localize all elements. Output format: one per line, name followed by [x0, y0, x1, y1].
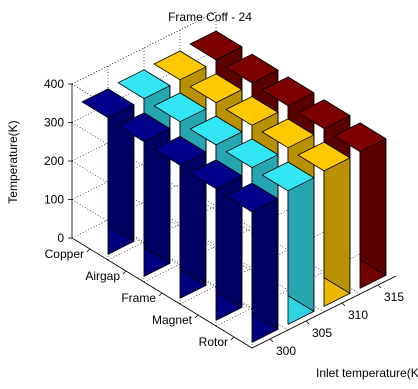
bar-top-face	[225, 138, 279, 169]
bar-300-copper	[81, 88, 135, 255]
bar-310-rotor	[297, 141, 351, 307]
x-tick-label: 305	[312, 326, 332, 340]
y-tick	[194, 314, 199, 319]
bar-top-face	[297, 141, 351, 172]
x-tick	[269, 338, 274, 343]
bar-top-face	[81, 88, 135, 119]
x-axis-line	[251, 275, 397, 349]
x-tick	[341, 302, 346, 307]
z-axis-label: Temperature(K)	[6, 120, 20, 203]
bar-top-face	[153, 135, 207, 166]
z-tick-label: 300	[44, 116, 64, 130]
x-tick	[305, 320, 310, 325]
y-tick-label: Frame	[121, 291, 156, 305]
bar-top-face	[189, 159, 243, 190]
y-tick	[86, 248, 91, 253]
z-tick-label: 0	[57, 231, 64, 245]
bar-top-face	[261, 118, 315, 149]
z-tick-label: 400	[44, 77, 64, 91]
x-axis-label: Inlet temperature(K)	[316, 366, 418, 380]
bar-top-face	[153, 50, 207, 81]
bar-top-face	[225, 182, 279, 213]
bar-top-face	[225, 96, 279, 126]
bar-top-face	[189, 73, 243, 103]
bar-top-face	[297, 99, 351, 130]
x-tick-label: 300	[276, 344, 296, 358]
y-tick	[122, 270, 127, 275]
y-tick	[230, 336, 235, 341]
z-tick-label: 100	[44, 193, 64, 207]
bar-top-face	[261, 161, 315, 192]
y-tick-label: Rotor	[199, 335, 228, 349]
x-tick-label: 315	[384, 290, 404, 304]
y-tick-label: Magnet	[152, 313, 193, 327]
bar-top-face	[333, 122, 387, 153]
bar-top-face	[117, 112, 171, 143]
y-tick	[158, 292, 163, 297]
bar-top-face	[153, 92, 207, 123]
bar-top-face	[225, 53, 279, 84]
bars	[81, 30, 387, 343]
bar-300-rotor	[225, 182, 279, 343]
bar-300-frame	[153, 135, 207, 299]
bar-top-face	[261, 76, 315, 107]
chart-title: Frame Coff - 24	[168, 10, 252, 24]
bar-top-face	[189, 115, 243, 146]
y-tick-label: Copper	[45, 247, 84, 261]
x-tick-label: 310	[348, 308, 368, 322]
z-tick-label: 200	[44, 154, 64, 168]
axes	[68, 83, 397, 349]
y-tick-label: Airgap	[85, 269, 120, 283]
bar-305-rotor	[261, 161, 315, 325]
x-tick	[377, 284, 382, 289]
bar-315-rotor	[333, 122, 387, 289]
bar-top-face	[117, 69, 171, 99]
bar-top-face	[189, 30, 243, 61]
